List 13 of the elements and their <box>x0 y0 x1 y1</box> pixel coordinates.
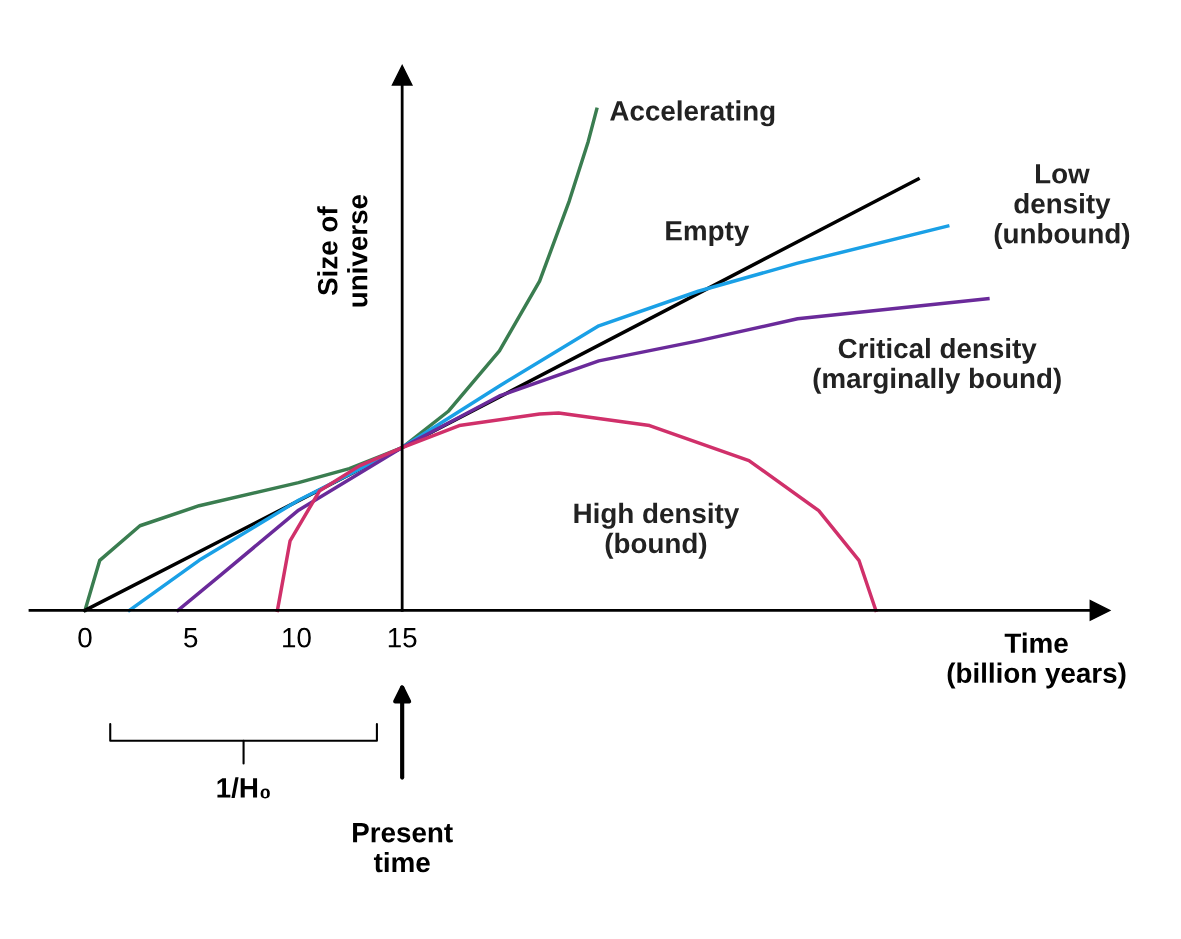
series-label: Accelerating <box>610 100 775 127</box>
y-axis-title: Size of universe <box>317 194 368 307</box>
x-tick-label: 10 <box>283 627 311 648</box>
x-tick-label: 5 <box>184 628 198 648</box>
text: Present time <box>353 823 453 873</box>
text: 1/H₀ <box>217 777 270 799</box>
series-label: Low density (unbound) <box>994 164 1130 249</box>
series-label: Critical density (marginally bound) <box>813 337 1061 394</box>
series-label: High density (bound) <box>574 502 740 559</box>
x-axis-title: Time (billion years) <box>947 632 1126 689</box>
series-label: Empty <box>666 221 750 247</box>
x-tick-label: 0 <box>78 627 92 648</box>
x-tick-label: 15 <box>388 628 417 648</box>
